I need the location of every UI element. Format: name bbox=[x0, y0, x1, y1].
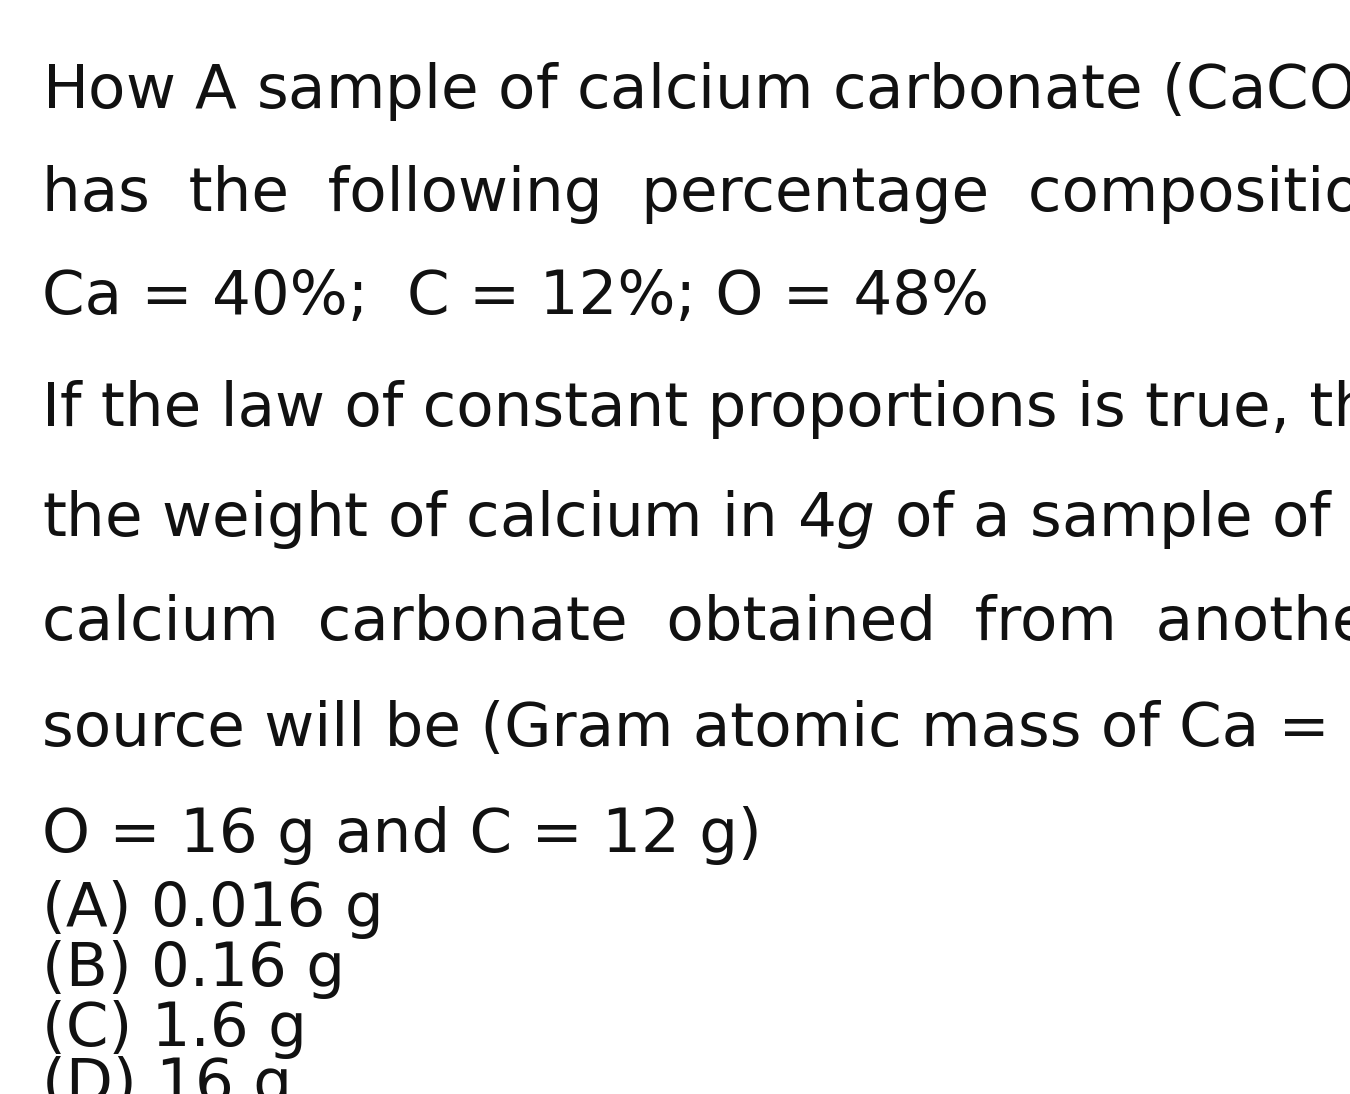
Text: (B) 0.16 g: (B) 0.16 g bbox=[42, 940, 346, 999]
Text: calcium  carbonate  obtained  from  another: calcium carbonate obtained from another bbox=[42, 594, 1350, 653]
Text: How A sample of calcium carbonate (CaCO$_3$): How A sample of calcium carbonate (CaCO$… bbox=[42, 60, 1350, 123]
Text: O = 16 g and C = 12 g): O = 16 g and C = 12 g) bbox=[42, 806, 761, 865]
Text: source will be (Gram atomic mass of Ca = 40 g,: source will be (Gram atomic mass of Ca =… bbox=[42, 700, 1350, 759]
Text: has  the  following  percentage  composition:: has the following percentage composition… bbox=[42, 165, 1350, 224]
Text: (D) 16 g: (D) 16 g bbox=[42, 1056, 292, 1094]
Text: (C) 1.6 g: (C) 1.6 g bbox=[42, 1000, 306, 1059]
Text: If the law of constant proportions is true, then: If the law of constant proportions is tr… bbox=[42, 380, 1350, 439]
Text: (A) 0.016 g: (A) 0.016 g bbox=[42, 880, 383, 939]
Text: the weight of calcium in $\mathit{4g}$ of a sample of: the weight of calcium in $\mathit{4g}$ o… bbox=[42, 488, 1334, 551]
Text: Ca = 40%;  C = 12%; O = 48%: Ca = 40%; C = 12%; O = 48% bbox=[42, 268, 990, 327]
